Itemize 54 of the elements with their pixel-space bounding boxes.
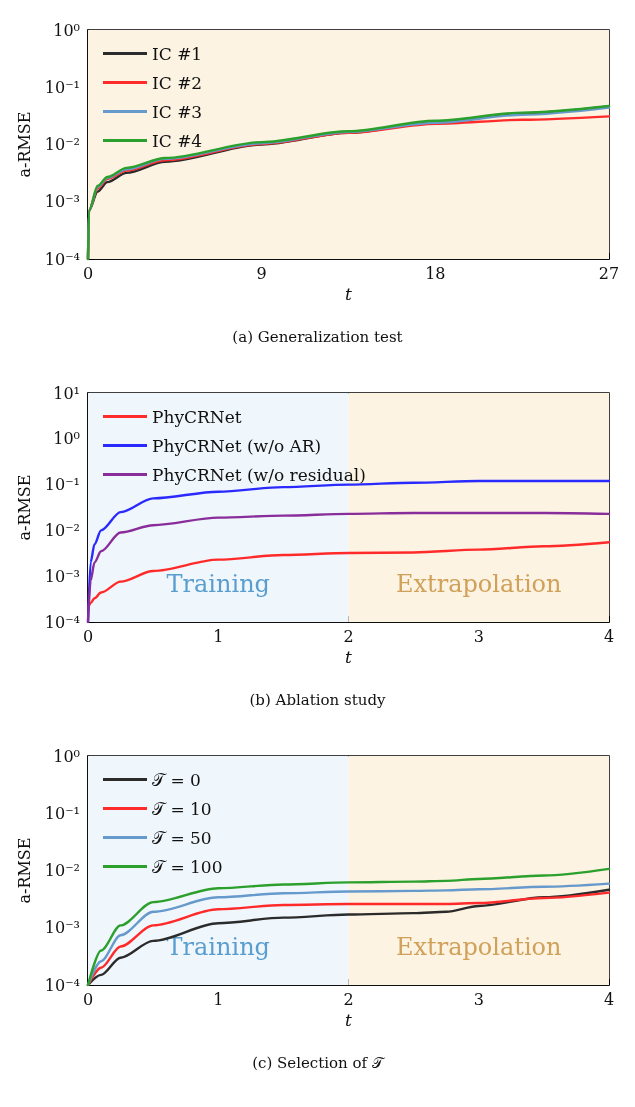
y-tick-label: 10⁻² bbox=[44, 861, 80, 880]
band-label: Extrapolation bbox=[395, 932, 562, 961]
legend-label: PhyCRNet bbox=[152, 406, 242, 427]
y-tick-label: 10⁰ bbox=[53, 20, 80, 40]
x-tick-label: 1 bbox=[213, 626, 224, 646]
legend-label: 𝒯 = 0 bbox=[152, 769, 201, 790]
band-label: Training bbox=[166, 932, 270, 961]
y-tick-label: 10⁻¹ bbox=[44, 803, 80, 823]
y-tick-label: 10⁻³ bbox=[44, 918, 80, 938]
y-axis-title: a-RMSE bbox=[14, 111, 34, 178]
y-tick-label: 10⁻¹ bbox=[44, 77, 80, 97]
legend-label: IC #2 bbox=[152, 72, 203, 93]
y-tick-label: 10⁰ bbox=[53, 746, 80, 766]
y-axis-title: a-RMSE bbox=[14, 837, 34, 904]
x-axis-title: t bbox=[345, 284, 353, 305]
band-label: Training bbox=[166, 569, 270, 598]
text: (c) Selection of 𝒯 bbox=[252, 1053, 386, 1072]
x-tick-label: 18 bbox=[425, 263, 446, 283]
x-axis-title: t bbox=[345, 1010, 353, 1031]
y-tick-label: 10¹ bbox=[53, 383, 80, 403]
x-tick-label: 1 bbox=[213, 989, 224, 1009]
y-tick-label: 10⁻³ bbox=[44, 566, 80, 586]
y-tick-label: 10⁻⁴ bbox=[44, 975, 80, 995]
x-tick-label: 0 bbox=[82, 989, 94, 1009]
x-tick-label: 2 bbox=[343, 989, 354, 1009]
x-tick-label: 27 bbox=[598, 263, 620, 283]
y-tick-label: 10⁰ bbox=[53, 429, 80, 449]
x-tick-label: 4 bbox=[603, 989, 615, 1009]
band-label: Extrapolation bbox=[395, 569, 562, 598]
legend-label: 𝒯 = 50 bbox=[152, 827, 212, 848]
x-tick-label: 9 bbox=[256, 263, 267, 283]
y-tick-label: 10⁻⁴ bbox=[44, 612, 80, 632]
legend-label: IC #4 bbox=[152, 130, 203, 151]
x-axis-title: t bbox=[345, 647, 353, 668]
y-tick-label: 10⁻³ bbox=[44, 192, 80, 212]
legend-label: IC #3 bbox=[152, 101, 203, 122]
x-tick-label: 3 bbox=[473, 626, 484, 646]
y-tick-label: 10⁻⁴ bbox=[44, 249, 80, 269]
y-tick-label: 10⁻¹ bbox=[44, 475, 80, 495]
x-tick-label: 4 bbox=[603, 626, 615, 646]
x-tick-label: 2 bbox=[343, 626, 354, 646]
legend-label: IC #1 bbox=[152, 43, 203, 64]
legend-label: 𝒯 = 10 bbox=[152, 798, 212, 819]
legend-label: 𝒯 = 100 bbox=[152, 856, 223, 877]
legend-label: PhyCRNet (w/o AR) bbox=[152, 435, 322, 456]
y-axis-title: a-RMSE bbox=[14, 474, 34, 541]
text: (a) Generalization test bbox=[232, 327, 403, 346]
text: (b) Ablation study bbox=[249, 690, 387, 709]
y-tick-label: 10⁻² bbox=[44, 135, 80, 154]
x-tick-label: 0 bbox=[82, 263, 94, 283]
x-tick-label: 0 bbox=[82, 626, 94, 646]
legend-label: PhyCRNet (w/o residual) bbox=[152, 464, 366, 485]
x-tick-label: 3 bbox=[473, 989, 484, 1009]
y-tick-label: 10⁻² bbox=[44, 520, 80, 540]
